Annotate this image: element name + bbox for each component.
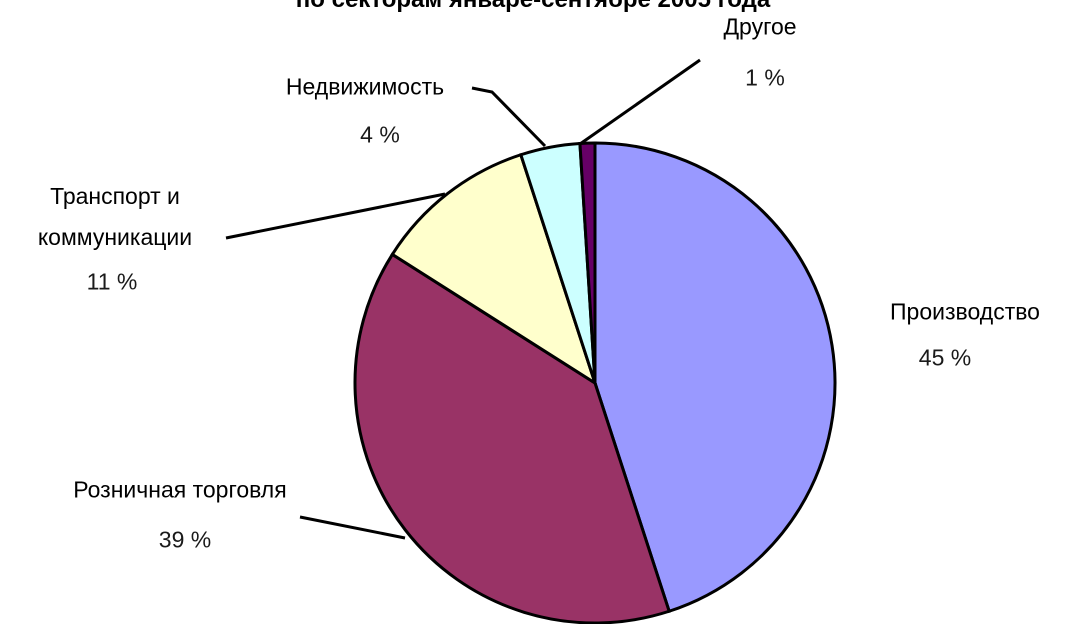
- slice-label: Производство: [890, 298, 1040, 325]
- leader-line: [225, 192, 446, 240]
- value-label: 39 %: [158, 526, 212, 553]
- slice-label: Транспорт и коммуникации: [37, 183, 193, 250]
- value-label: 45 %: [918, 344, 972, 371]
- pie-slice: [593, 141, 837, 614]
- leader-line: [471, 86, 547, 148]
- leader-line: [579, 58, 701, 146]
- pie-slice: [390, 152, 598, 387]
- slice-label: Другое: [723, 13, 797, 40]
- slice-label: Розничная торговля: [73, 476, 287, 503]
- value-label: 4 %: [360, 121, 400, 148]
- pie-slice: [353, 252, 672, 624]
- slice-label: Недвижимость: [285, 73, 445, 100]
- value-label: 1 %: [745, 64, 785, 91]
- value-label: 11 %: [86, 268, 138, 295]
- leader-line: [299, 515, 406, 540]
- chart-title: по секторам январе-сентябре 2005 года: [0, 0, 1066, 14]
